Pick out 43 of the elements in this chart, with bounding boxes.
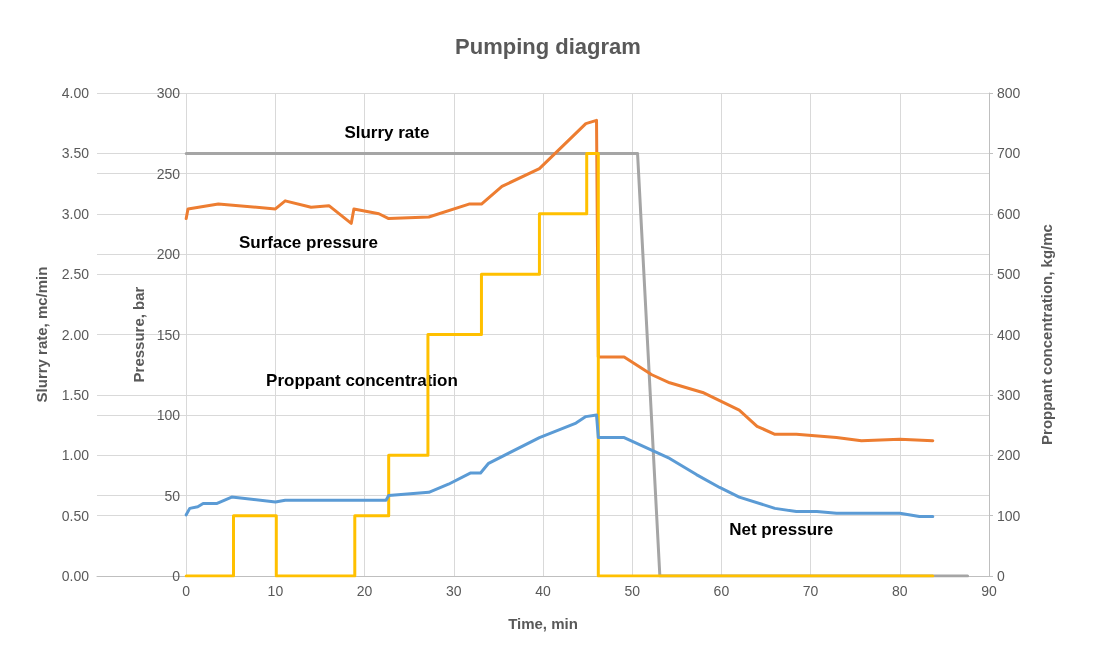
y3-tick-label: 0 — [172, 568, 181, 584]
y2-tick-label: 0 — [997, 568, 1005, 584]
y-tick-label: 2.50 — [61, 266, 90, 283]
y3-tick-label: 50 — [164, 487, 181, 504]
y2-tick-label: 800 — [997, 85, 1021, 101]
y3-axis-title: Pressure, bar — [129, 286, 147, 383]
y3-tick-label: 300 — [156, 85, 181, 101]
x-tick-label: 80 — [892, 583, 908, 599]
y2-tick-label: 600 — [997, 205, 1021, 222]
y2-tick-label: 400 — [997, 326, 1021, 343]
y2-axis-title: Proppant concentration, kg/mc — [1038, 224, 1055, 445]
y3-tick-label: 250 — [156, 165, 181, 182]
y-tick-label: 3.50 — [61, 145, 90, 162]
y2-tick-label: 500 — [997, 266, 1021, 283]
y3-tick-label: 150 — [156, 326, 181, 343]
y2-tick-label: 700 — [997, 145, 1021, 162]
y-tick-label: 1.00 — [61, 447, 90, 464]
x-tick-label: 60 — [713, 583, 730, 599]
y3-tick-label: 100 — [156, 407, 181, 423]
y-axis-title: Slurry rate, mc/min — [33, 266, 50, 403]
y-tick-label: 3.00 — [61, 205, 90, 222]
chart-title: Pumping diagram — [455, 33, 641, 59]
y-tick-label: 4.00 — [61, 85, 90, 101]
y-tick-label: 0.50 — [61, 507, 90, 524]
x-tick-label: 30 — [446, 583, 462, 599]
x-tick-label: 10 — [267, 583, 284, 599]
y-tick-label: 1.50 — [61, 386, 90, 403]
x-tick-label: 90 — [981, 583, 997, 599]
y2-tick-label: 200 — [997, 447, 1021, 464]
series-label: Net pressure — [729, 519, 834, 539]
y-tick-label: 0.00 — [61, 568, 90, 584]
x-tick-label: 50 — [624, 583, 641, 599]
series-label: Surface pressure — [238, 233, 378, 253]
x-tick-label: 70 — [802, 583, 819, 599]
x-axis-title: Time, min — [508, 615, 578, 632]
y2-tick-label: 100 — [997, 507, 1021, 524]
y2-tick-label: 300 — [997, 386, 1021, 403]
y-tick-label: 2.00 — [61, 326, 90, 343]
y3-tick-label: 200 — [156, 246, 181, 262]
x-tick-label: 40 — [535, 583, 551, 599]
series-label: Slurry rate — [344, 123, 430, 143]
x-tick-label: 20 — [356, 583, 373, 599]
x-tick-label: 0 — [182, 583, 191, 599]
